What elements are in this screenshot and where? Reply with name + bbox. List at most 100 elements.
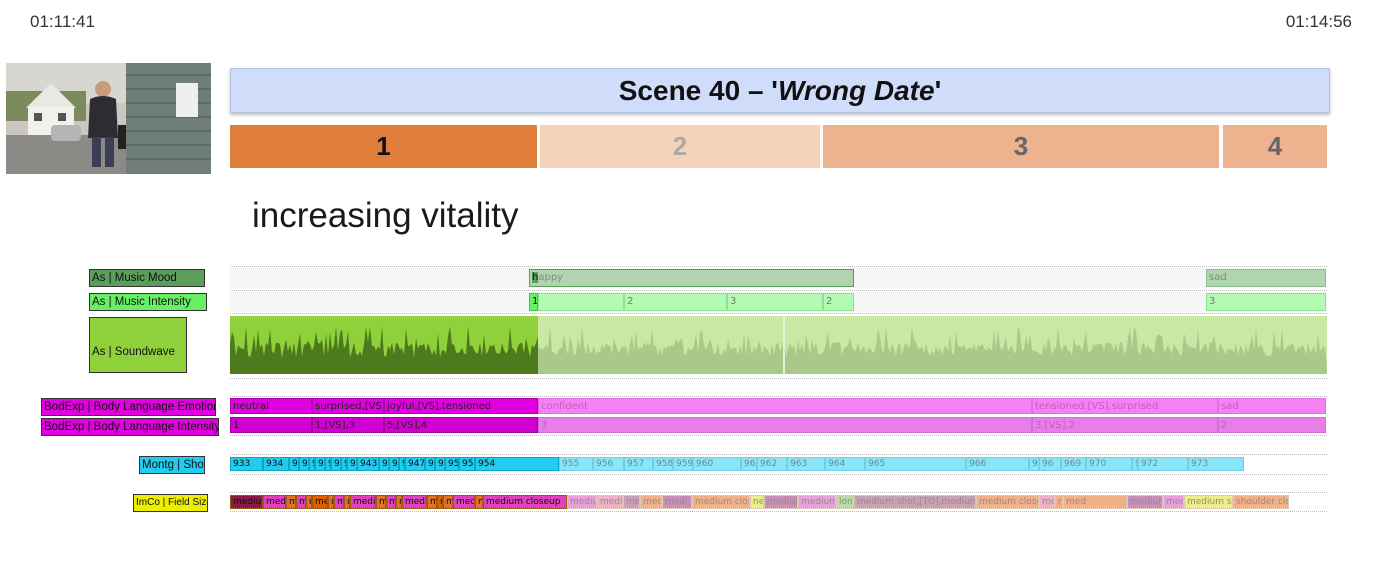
body-intensity-block[interactable]: 2: [1218, 417, 1326, 433]
shot-block[interactable]: 9:: [325, 457, 331, 471]
body-intensity-block[interactable]: 1,[VS],3: [312, 417, 384, 433]
shot-block[interactable]: 955: [559, 457, 593, 471]
field-size-block[interactable]: medi: [402, 495, 427, 509]
shot-block[interactable]: 958: [653, 457, 673, 471]
field-size-block[interactable]: shoulder clos: [1233, 495, 1289, 509]
shot-block[interactable]: 95: [459, 457, 475, 471]
field-size-block[interactable]: medium shot,[TO],medium: [854, 495, 976, 509]
shot-block[interactable]: 94!: [389, 457, 399, 471]
field-size-block[interactable]: m: [306, 495, 312, 509]
shot-block[interactable]: 96: [1039, 457, 1061, 471]
shot-block[interactable]: 973: [1188, 457, 1244, 471]
field-size-block[interactable]: medium: [230, 495, 263, 509]
shot-block[interactable]: 93: [289, 457, 299, 471]
shot-block[interactable]: 934: [299, 457, 309, 471]
intensity-block[interactable]: [538, 293, 624, 311]
field-size-block[interactable]: m: [437, 495, 443, 509]
emotion-block[interactable]: neutral: [230, 398, 312, 414]
field-size-block[interactable]: mediu: [567, 495, 597, 509]
intensity-block[interactable]: 2: [823, 293, 854, 311]
shot-block[interactable]: 965: [865, 457, 966, 471]
shot-block[interactable]: 995: [435, 457, 445, 471]
shot-block[interactable]: 957: [624, 457, 653, 471]
shot-block[interactable]: 959: [673, 457, 693, 471]
shot-block[interactable]: 962: [757, 457, 787, 471]
field-size-block[interactable]: med: [1063, 495, 1127, 509]
field-size-block[interactable]: medium: [798, 495, 836, 509]
shot-block[interactable]: 9.: [341, 457, 347, 471]
field-size-block[interactable]: me: [623, 495, 640, 509]
shot-block[interactable]: 954: [475, 457, 559, 471]
emotion-block[interactable]: surprised,[VS],: [312, 398, 384, 414]
segment-1[interactable]: 1: [230, 125, 537, 168]
shot-block[interactable]: 966: [966, 457, 1029, 471]
shot-block[interactable]: 943: [357, 457, 379, 471]
field-size-block[interactable]: medium cl: [1127, 495, 1163, 509]
field-size-block[interactable]: medium: [764, 495, 798, 509]
shot-block[interactable]: 94: [425, 457, 435, 471]
field-size-block[interactable]: medium close: [692, 495, 750, 509]
shot-block[interactable]: 94: [347, 457, 357, 471]
field-size-block[interactable]: me: [296, 495, 306, 509]
field-size-block[interactable]: m: [427, 495, 437, 509]
emotion-block[interactable]: confident: [538, 398, 1032, 414]
field-size-block[interactable]: m: [376, 495, 386, 509]
shot-block[interactable]: 934: [315, 457, 325, 471]
shot-block[interactable]: 934: [263, 457, 289, 471]
field-size-block[interactable]: medi: [350, 495, 376, 509]
intensity-block[interactable]: 3: [727, 293, 823, 311]
body-intensity-block[interactable]: 1: [230, 417, 312, 433]
field-size-block[interactable]: medi: [453, 495, 475, 509]
field-size-block[interactable]: medi: [263, 495, 286, 509]
field-size-block[interactable]: me: [386, 495, 396, 509]
shot-block[interactable]: 964: [825, 457, 865, 471]
body-intensity-block[interactable]: 5,[VS],4: [384, 417, 538, 433]
shot-block[interactable]: 94: [399, 457, 405, 471]
shot-block[interactable]: 963: [787, 457, 825, 471]
shot-block[interactable]: 940: [331, 457, 341, 471]
mood-block[interactable]: happy: [529, 269, 854, 287]
shot-block[interactable]: 970: [1086, 457, 1132, 471]
field-size-block[interactable]: long: [836, 495, 854, 509]
field-size-block[interactable]: medium sh: [1184, 495, 1233, 509]
field-size-block[interactable]: m: [344, 495, 350, 509]
shot-block[interactable]: 94: [379, 457, 389, 471]
shot-block[interactable]: 933: [230, 457, 263, 471]
body-intensity-block[interactable]: 3,[VS],2: [1032, 417, 1218, 433]
field-size-block[interactable]: m: [328, 495, 334, 509]
field-size-block[interactable]: me: [312, 495, 328, 509]
field-size-block[interactable]: med: [1163, 495, 1184, 509]
segment-3[interactable]: 3: [823, 125, 1219, 168]
field-size-block[interactable]: medium closeu: [976, 495, 1039, 509]
intensity-block[interactable]: 3: [1206, 293, 1326, 311]
shot-block[interactable]: 967: [1029, 457, 1039, 471]
body-intensity-block[interactable]: 3: [538, 417, 1032, 433]
shot-block[interactable]: 969: [1061, 457, 1086, 471]
emotion-block[interactable]: sad: [1218, 398, 1326, 414]
field-size-block[interactable]: medi: [662, 495, 692, 509]
field-size-block[interactable]: m: [396, 495, 402, 509]
shot-block[interactable]: 956: [593, 457, 624, 471]
emotion-block[interactable]: tensioned,[VS],surprised: [1032, 398, 1218, 414]
shot-block[interactable]: 96: [741, 457, 757, 471]
field-size-block[interactable]: medium closeup: [483, 495, 567, 509]
shot-block[interactable]: 952: [445, 457, 459, 471]
field-size-block[interactable]: medi: [640, 495, 662, 509]
shot-block[interactable]: 971: [1132, 457, 1138, 471]
segment-4[interactable]: 4: [1223, 125, 1327, 168]
intensity-block[interactable]: 1: [529, 293, 538, 311]
field-size-block[interactable]: m: [475, 495, 483, 509]
mood-block[interactable]: sad: [1206, 269, 1326, 287]
field-size-block[interactable]: ne: [750, 495, 764, 509]
segment-2[interactable]: 2: [540, 125, 820, 168]
field-size-block[interactable]: m: [286, 495, 296, 509]
shot-block[interactable]: 9:: [309, 457, 315, 471]
emotion-block[interactable]: joyful,[VS],tensioned: [384, 398, 538, 414]
field-size-block[interactable]: medi: [1039, 495, 1055, 509]
field-size-block[interactable]: me: [334, 495, 344, 509]
field-size-block[interactable]: mediu: [597, 495, 623, 509]
intensity-block[interactable]: 2: [624, 293, 727, 311]
field-size-block[interactable]: m: [1055, 495, 1063, 509]
field-size-block[interactable]: m: [443, 495, 453, 509]
shot-block[interactable]: 947: [405, 457, 425, 471]
